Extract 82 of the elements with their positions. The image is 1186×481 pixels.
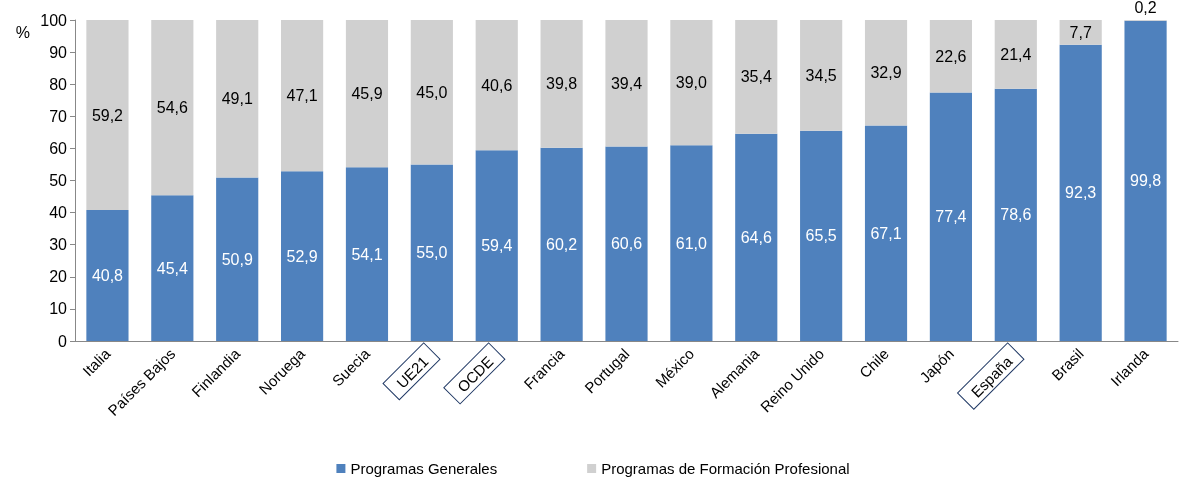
data-label: 7,7 — [1069, 23, 1092, 41]
y-tick-label: 20 — [49, 268, 68, 286]
bar — [605, 20, 648, 147]
bar — [410, 20, 453, 165]
data-label: 49,1 — [221, 90, 253, 108]
data-label: 39,8 — [546, 75, 578, 93]
bar — [281, 171, 324, 341]
data-label: 35,4 — [740, 68, 772, 86]
y-tick-label: 60 — [49, 139, 68, 157]
bar — [994, 88, 1037, 341]
data-label: 0,2 — [1134, 0, 1157, 16]
data-label: 61,0 — [675, 234, 708, 252]
bar — [410, 164, 453, 341]
x-tick-label: Italia — [79, 344, 114, 380]
data-label: 59,4 — [481, 237, 513, 255]
bar — [735, 20, 778, 134]
bar — [994, 20, 1037, 89]
y-tick-label: 0 — [58, 332, 68, 350]
bar — [216, 177, 259, 341]
bar — [86, 210, 129, 341]
bar — [281, 20, 324, 172]
bar — [929, 20, 972, 93]
bar — [1124, 20, 1167, 341]
data-label: 50,9 — [221, 250, 253, 268]
bar — [605, 146, 648, 341]
data-label: 21,4 — [1000, 45, 1032, 63]
bar — [864, 20, 908, 126]
data-label: 34,5 — [805, 66, 837, 84]
y-tick-label: 40 — [49, 204, 68, 222]
data-label: 64,6 — [740, 228, 772, 246]
bar — [1059, 20, 1102, 45]
bar — [1059, 44, 1102, 341]
data-label: 39,0 — [675, 74, 708, 92]
bar — [670, 145, 713, 341]
bar — [929, 92, 972, 341]
data-label: 67,1 — [870, 224, 902, 242]
bar — [475, 150, 518, 341]
data-label: 55,0 — [416, 244, 448, 262]
data-label: 32,9 — [870, 64, 902, 82]
bar — [151, 20, 194, 196]
y-axis-title: % — [15, 23, 30, 41]
data-label: 47,1 — [286, 87, 318, 105]
y-tick-label: 80 — [49, 75, 68, 93]
data-label: 60,2 — [546, 235, 578, 253]
bar — [540, 147, 583, 341]
y-tick-label: 30 — [49, 236, 68, 254]
data-label: 40,6 — [481, 76, 513, 94]
y-tick-label: 10 — [49, 300, 68, 318]
y-tick-label: 70 — [49, 107, 68, 125]
data-label: 45,4 — [156, 259, 188, 277]
legend-label: Programas de Formación Profesional — [601, 460, 850, 477]
data-label: 60,6 — [610, 235, 643, 253]
bar — [151, 195, 194, 341]
data-label: 40,8 — [91, 267, 124, 285]
bar — [540, 20, 583, 148]
bar — [670, 20, 713, 146]
data-label: 22,6 — [935, 47, 967, 65]
data-label: 92,3 — [1065, 184, 1097, 202]
data-label: 39,4 — [610, 74, 643, 92]
data-label: 54,6 — [156, 99, 188, 117]
bar — [735, 133, 778, 341]
y-tick-label: 90 — [49, 43, 68, 61]
bar — [864, 125, 908, 341]
bar — [800, 20, 843, 131]
bar — [345, 167, 389, 341]
bar — [216, 20, 259, 178]
data-label: 45,0 — [416, 83, 448, 101]
y-tick-label: 50 — [49, 172, 68, 189]
bar — [86, 20, 129, 211]
data-label: 65,5 — [805, 227, 837, 245]
data-label: 78,6 — [1000, 206, 1032, 224]
data-label: 77,4 — [935, 208, 967, 226]
bar — [800, 130, 843, 341]
legend-label: Programas Generales — [350, 460, 498, 477]
data-label: 52,9 — [286, 247, 318, 265]
bar — [345, 20, 389, 168]
bar — [475, 20, 518, 151]
data-label: 59,2 — [91, 106, 124, 124]
data-label: 45,9 — [351, 85, 383, 103]
y-tick-label: 100 — [40, 11, 68, 29]
data-label: 99,8 — [1129, 172, 1162, 190]
data-label: 54,1 — [351, 245, 383, 263]
